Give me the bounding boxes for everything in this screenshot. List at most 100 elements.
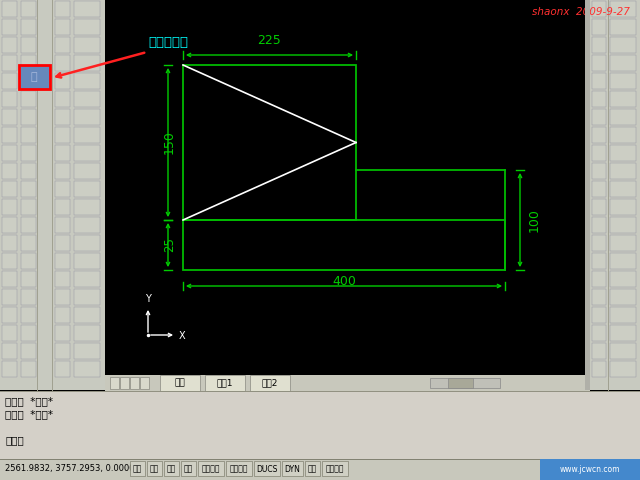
Bar	[592, 37, 606, 53]
Bar	[592, 307, 606, 323]
Bar	[592, 73, 606, 89]
Bar	[55, 325, 70, 341]
Bar	[198, 461, 224, 476]
Bar	[55, 307, 70, 323]
Bar	[21, 343, 36, 359]
Bar	[592, 127, 606, 143]
Bar	[610, 73, 636, 89]
Bar	[147, 461, 162, 476]
Bar	[120, 377, 129, 389]
Bar	[592, 19, 606, 35]
Bar	[2, 307, 17, 323]
Bar	[2, 109, 17, 125]
Bar	[610, 217, 636, 233]
Bar	[610, 343, 636, 359]
Bar	[21, 217, 36, 233]
Bar	[592, 1, 606, 17]
Bar	[55, 55, 70, 71]
Bar	[282, 461, 303, 476]
Bar	[610, 325, 636, 341]
Text: DYN: DYN	[284, 465, 300, 473]
Bar	[21, 19, 36, 35]
Bar	[21, 307, 36, 323]
Bar	[74, 127, 100, 143]
Bar	[2, 253, 17, 269]
Text: 400: 400	[332, 275, 356, 288]
Bar	[55, 109, 70, 125]
Bar	[21, 91, 36, 107]
Bar	[74, 1, 100, 17]
Bar	[2, 325, 17, 341]
Bar	[592, 325, 606, 341]
Bar	[21, 235, 36, 251]
Bar	[55, 19, 70, 35]
Bar	[592, 145, 606, 161]
Bar	[21, 271, 36, 287]
Text: 削格: 削格	[150, 465, 159, 473]
Bar	[21, 289, 36, 305]
Bar	[610, 127, 636, 143]
Text: 注样比例: 注样比例	[325, 465, 344, 473]
Text: X: X	[179, 331, 186, 341]
Bar	[205, 375, 245, 391]
Bar	[592, 55, 606, 71]
Bar	[55, 253, 70, 269]
Bar	[21, 109, 36, 125]
Bar	[610, 109, 636, 125]
Text: shaonx  2009-9-27: shaonx 2009-9-27	[532, 7, 630, 17]
Bar	[2, 199, 17, 215]
Bar	[226, 461, 252, 476]
Bar	[74, 55, 100, 71]
Bar	[105, 0, 590, 390]
Bar	[55, 127, 70, 143]
Bar	[610, 163, 636, 179]
Bar	[21, 253, 36, 269]
Bar	[610, 289, 636, 305]
Bar	[105, 375, 590, 391]
Bar	[55, 217, 70, 233]
Bar	[130, 461, 145, 476]
Bar	[21, 55, 36, 71]
Bar	[592, 109, 606, 125]
Bar	[55, 73, 70, 89]
Bar	[55, 163, 70, 179]
Bar	[140, 377, 149, 389]
Bar	[2, 163, 17, 179]
Bar	[55, 1, 70, 17]
Bar	[592, 361, 606, 377]
Bar	[585, 0, 590, 390]
Bar	[21, 199, 36, 215]
Bar	[610, 1, 636, 17]
Bar	[2, 1, 17, 17]
Bar	[321, 461, 348, 476]
Text: 正交: 正交	[167, 465, 176, 473]
Bar	[2, 217, 17, 233]
Bar	[74, 37, 100, 53]
Bar	[55, 361, 70, 377]
Bar	[592, 343, 606, 359]
Bar	[74, 325, 100, 341]
Bar	[74, 343, 100, 359]
Text: 模型: 模型	[175, 379, 186, 387]
Bar	[74, 163, 100, 179]
Bar	[74, 91, 100, 107]
Bar	[21, 127, 36, 143]
Bar	[2, 145, 17, 161]
Bar	[448, 378, 473, 388]
Text: ⬛: ⬛	[31, 72, 37, 82]
Bar	[164, 461, 179, 476]
Text: 2561.9832, 3757.2953, 0.0000: 2561.9832, 3757.2953, 0.0000	[5, 465, 134, 473]
Bar	[21, 361, 36, 377]
Bar	[74, 145, 100, 161]
Text: 极轴: 极轴	[184, 465, 193, 473]
Bar	[55, 181, 70, 197]
Bar	[610, 55, 636, 71]
Bar	[610, 181, 636, 197]
Bar	[19, 65, 50, 89]
Bar	[74, 199, 100, 215]
Bar	[610, 307, 636, 323]
Bar	[55, 289, 70, 305]
Bar	[610, 37, 636, 53]
Bar	[610, 253, 636, 269]
Bar	[21, 181, 36, 197]
